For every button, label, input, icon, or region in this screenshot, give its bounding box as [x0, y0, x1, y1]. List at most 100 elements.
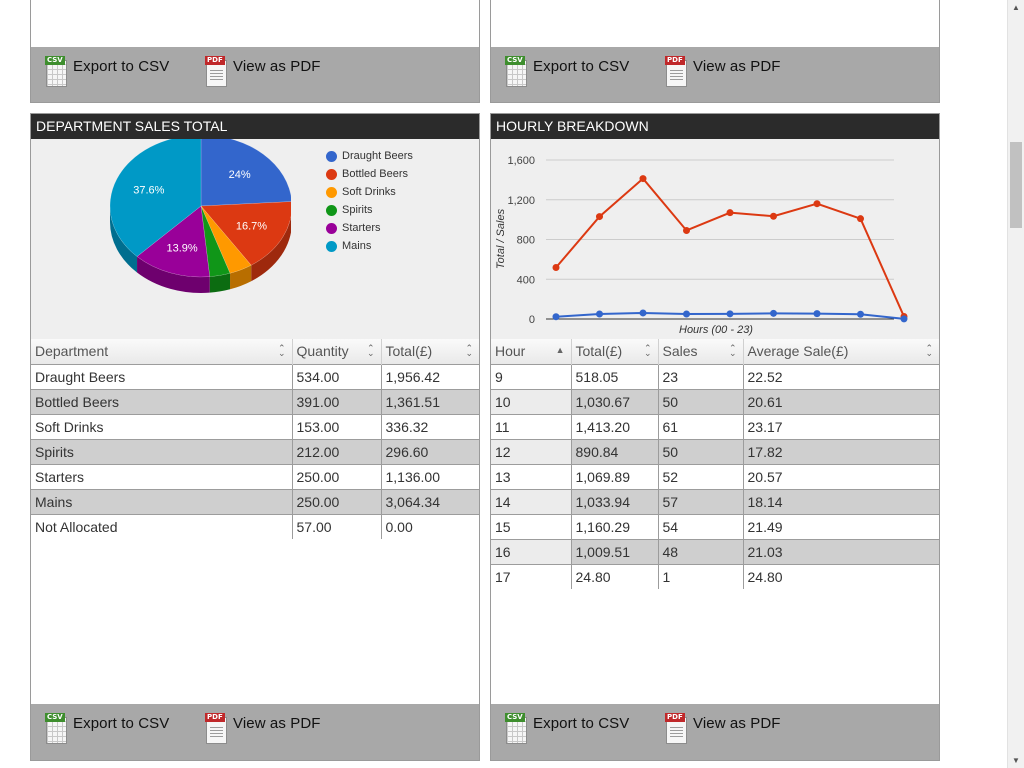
legend-item: Mains [326, 237, 413, 255]
column-header-average-sale[interactable]: Average Sale(£) ⌃ ⌄ [742, 339, 939, 364]
column-header-sales[interactable]: Sales ⌃ ⌄ [657, 339, 743, 364]
legend-label: Draught Beers [342, 150, 413, 162]
pie-slice[interactable] [200, 205, 231, 277]
data-point[interactable] [683, 226, 690, 234]
csv-file-icon: CSV [45, 713, 69, 745]
view-pdf-label: View as PDF [693, 715, 781, 732]
table-row[interactable]: 13 1,069.89 52 20.57 [491, 463, 939, 489]
table-row[interactable]: Mains 250.00 3,064.34 [31, 488, 479, 514]
data-point[interactable] [813, 310, 821, 318]
pie-slice[interactable] [136, 205, 211, 278]
view-pdf-button[interactable]: PDF View as PDF [205, 713, 321, 747]
data-point[interactable] [857, 215, 864, 223]
legend-swatch [326, 168, 337, 180]
table-row[interactable]: 14 1,033.94 57 18.14 [491, 488, 939, 514]
view-pdf-button[interactable]: PDF View as PDF [665, 56, 781, 90]
pie-slice[interactable] [200, 139, 291, 207]
view-pdf-button[interactable]: PDF View as PDF [205, 56, 321, 90]
data-point[interactable] [770, 309, 777, 317]
legend-label: Spirits [342, 204, 373, 216]
pie-slice-side [251, 216, 291, 282]
legend-label: Mains [342, 240, 372, 252]
data-point[interactable] [726, 310, 734, 318]
y-axis-title: Total / Sales [495, 208, 507, 269]
previous-report-panel-right: CSV Export to CSV PDF View as PDF [490, 0, 940, 103]
hourly-breakdown-panel: HOURLY BREAKDOWN 0 400 800 1,200 1,600 Hours … [490, 113, 940, 761]
y-tick-label: 400 [517, 274, 535, 286]
scroll-down-icon[interactable]: ▼ [1012, 756, 1020, 765]
department-pie-chart: 24% 16.7% 13.9% 37.6% Draught Beers Bottled… [31, 139, 479, 339]
table-row[interactable]: 15 1,160.29 54 21.49 [491, 513, 939, 539]
view-pdf-label: View as PDF [233, 58, 321, 75]
table-row[interactable]: 12 890.84 50 17.82 [491, 438, 939, 464]
data-point[interactable] [552, 264, 560, 272]
scrollbar-thumb[interactable] [1010, 142, 1022, 228]
pie-slice-label: 16.7% [236, 221, 267, 233]
pie-chart-svg: 24% 16.7% 13.9% 37.6% [109, 139, 291, 293]
data-point[interactable] [596, 310, 603, 318]
y-tick-label: 0 [529, 314, 535, 326]
table-row[interactable]: 16 1,009.51 48 21.03 [491, 538, 939, 564]
export-csv-label: Export to CSV [73, 58, 170, 75]
view-pdf-button[interactable]: PDF View as PDF [665, 713, 781, 747]
table-row[interactable]: Soft Drinks 153.00 336.32 [31, 413, 479, 439]
pdf-file-icon: PDF [205, 713, 229, 745]
table-row[interactable]: 17 24.80 1 24.80 [491, 563, 939, 589]
vertical-scrollbar[interactable]: ▲ ▼ [1007, 0, 1024, 768]
column-header-total[interactable]: Total(£) ⌃ ⌄ [380, 339, 479, 364]
pie-slice[interactable] [200, 201, 291, 266]
data-point[interactable] [813, 200, 821, 208]
legend-swatch [326, 150, 337, 162]
pie-slice-side [137, 256, 210, 293]
data-point[interactable] [726, 209, 734, 217]
table-row[interactable]: Bottled Beers 391.00 1,361.51 [31, 388, 479, 414]
data-point[interactable] [683, 310, 690, 318]
column-header-quantity[interactable]: Quantity ⌃ ⌄ [291, 339, 381, 364]
y-tick-label: 800 [517, 235, 535, 247]
panel-footer: CSV Export to CSV PDF View as PDF [491, 704, 939, 760]
panel-title: DEPARTMENT SALES TOTAL [31, 114, 479, 139]
pdf-file-icon: PDF [665, 713, 689, 745]
table-row[interactable]: 10 1,030.67 50 20.61 [491, 388, 939, 414]
data-point[interactable] [639, 309, 647, 317]
pdf-file-icon: PDF [205, 56, 229, 88]
view-pdf-label: View as PDF [233, 715, 321, 732]
csv-file-icon: CSV [505, 56, 529, 88]
data-point[interactable] [900, 315, 908, 323]
table-row[interactable]: 9 518.05 23 22.52 [491, 363, 939, 389]
pie-slice[interactable] [200, 205, 252, 274]
previous-report-panel-left: CSV Export to CSV PDF View as PDF [30, 0, 480, 103]
export-csv-label: Export to CSV [73, 715, 170, 732]
department-sales-panel: DEPARTMENT SALES TOTAL 24% 16.7% 13.9% 37.6… [30, 113, 480, 761]
table-row[interactable]: Not Allocated 57.00 0.00 [31, 513, 479, 539]
pdf-file-icon: PDF [665, 56, 689, 88]
data-point[interactable] [596, 213, 603, 221]
pie-slice[interactable] [109, 139, 202, 257]
data-point[interactable] [857, 310, 864, 318]
column-header-total[interactable]: Total(£) ⌃ ⌄ [570, 339, 658, 364]
export-csv-button[interactable]: CSV Export to CSV [45, 713, 169, 747]
table-row[interactable]: Spirits 212.00 296.60 [31, 438, 479, 464]
table-row[interactable]: 11 1,413.20 61 23.17 [491, 413, 939, 439]
column-header-hour[interactable]: Hour ▲ [491, 339, 571, 364]
panel-title: HOURLY BREAKDOWN [491, 114, 939, 139]
panel-footer: CSV Export to CSV PDF View as PDF [31, 704, 479, 760]
data-point[interactable] [770, 212, 777, 220]
export-csv-button[interactable]: CSV Export to CSV [45, 56, 169, 90]
legend-label: Bottled Beers [342, 168, 409, 180]
export-csv-button[interactable]: CSV Export to CSV [505, 713, 629, 747]
table-row[interactable]: Starters 250.00 1,136.00 [31, 463, 479, 489]
sort-icon: ⌃ ⌄ [277, 343, 286, 358]
data-point[interactable] [639, 175, 647, 183]
column-header-department[interactable]: Department ⌃ ⌄ [31, 339, 292, 364]
legend-swatch [326, 204, 337, 216]
table-row[interactable]: Draught Beers 534.00 1,956.42 [31, 363, 479, 389]
view-pdf-label: View as PDF [693, 58, 781, 75]
x-axis-title: Hours (00 - 23) [679, 324, 753, 336]
export-csv-button[interactable]: CSV Export to CSV [505, 56, 629, 90]
sort-icon: ⌃ ⌄ [925, 343, 933, 358]
scroll-up-icon[interactable]: ▲ [1012, 3, 1020, 12]
data-point[interactable] [552, 313, 560, 321]
legend-label: Starters [342, 222, 381, 234]
sort-icon: ⌃ ⌄ [465, 343, 473, 358]
